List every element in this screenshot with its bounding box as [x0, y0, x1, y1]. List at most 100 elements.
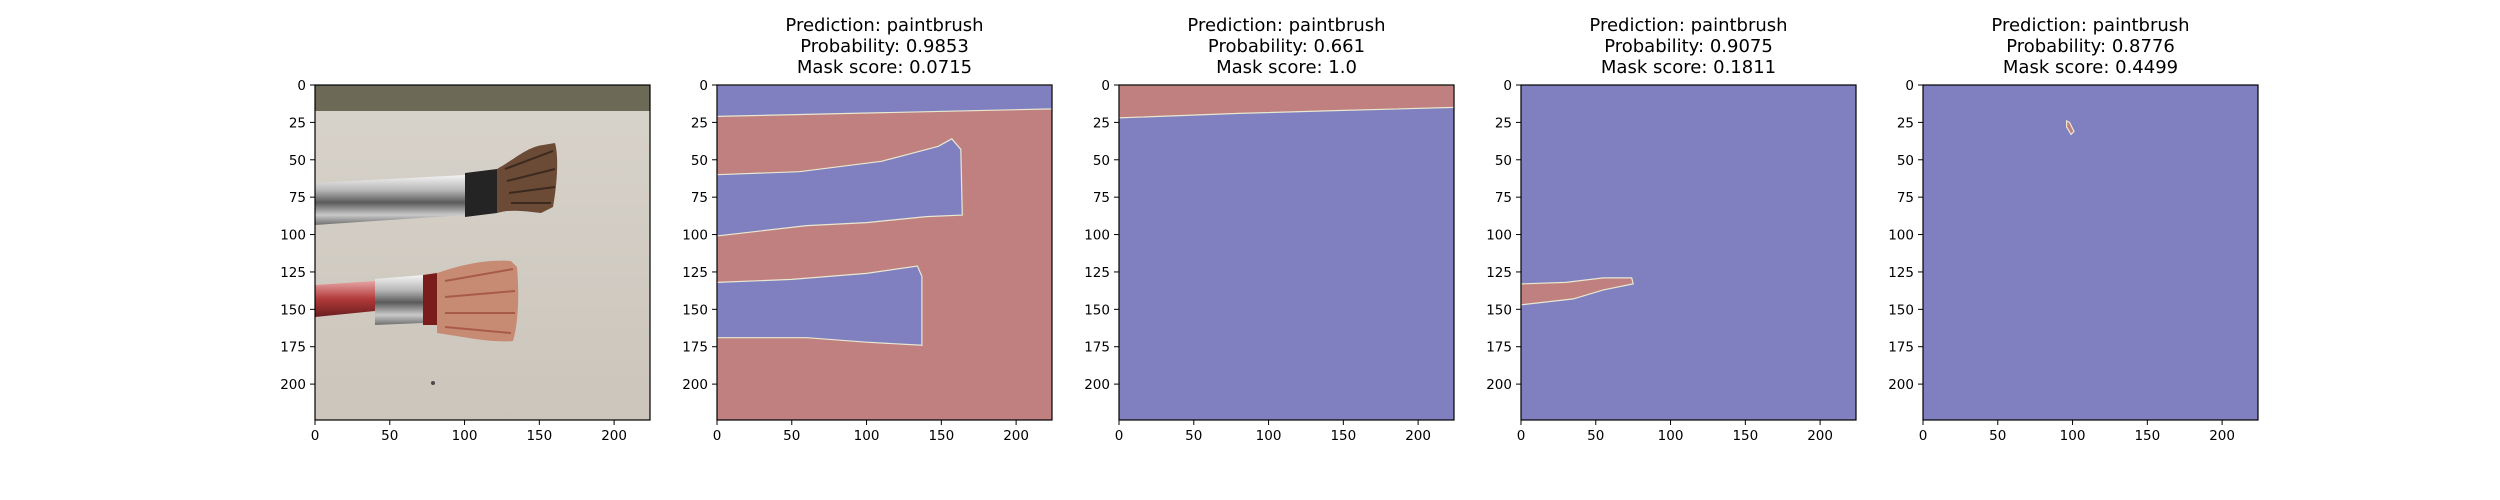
y-tick-label: 150 — [1084, 302, 1110, 318]
y-tick-label: 50 — [691, 153, 708, 169]
x-tick-label: 200 — [1807, 428, 1833, 444]
x-tick-label: 0 — [1115, 428, 1124, 444]
y-tick-label: 25 — [1093, 115, 1110, 131]
mask-background — [717, 85, 1052, 420]
y-tick-label: 0 — [1905, 78, 1914, 94]
y-tick-label: 75 — [1495, 190, 1512, 206]
panel-title-line: Prediction: paintbrush — [785, 15, 983, 36]
panel-title-line: Prediction: paintbrush — [1187, 15, 1385, 36]
y-tick-label: 75 — [1093, 190, 1110, 206]
mask-background — [1521, 85, 1856, 420]
y-tick-label: 0 — [1101, 78, 1110, 94]
x-tick-label: 100 — [1658, 428, 1684, 444]
y-tick-label: 100 — [280, 228, 306, 244]
x-tick-label: 100 — [2060, 428, 2086, 444]
y-tick-label: 125 — [280, 265, 306, 281]
mask-region-masked — [716, 265, 923, 346]
x-tick-label: 200 — [1405, 428, 1431, 444]
x-tick-label: 100 — [854, 428, 880, 444]
panel-mask-2: Prediction: paintbrush Probability: 0.66… — [1084, 15, 1455, 444]
ticks: 0 50 100 150 200 0 25 50 75 100 125 150 175 200 — [682, 78, 1029, 444]
y-tick-label: 50 — [1495, 153, 1512, 169]
y-tick-label: 75 — [691, 190, 708, 206]
y-tick-label: 50 — [289, 153, 306, 169]
y-tick-label: 125 — [682, 265, 708, 281]
y-tick-label: 175 — [682, 340, 708, 356]
x-tick-label: 150 — [928, 428, 954, 444]
x-tick-label: 200 — [1003, 428, 1029, 444]
mask-region-kept — [2066, 119, 2075, 136]
panel-title-line: Mask score: 0.4499 — [2003, 57, 2178, 78]
mask-background — [1923, 85, 2258, 420]
x-tick-label: 50 — [783, 428, 800, 444]
y-tick-label: 25 — [691, 115, 708, 131]
y-tick-label: 175 — [1888, 340, 1914, 356]
axes-frame — [716, 84, 1053, 421]
y-tick-label: 75 — [289, 190, 306, 206]
mask-image — [1118, 84, 1455, 420]
x-tick-label: 50 — [381, 428, 398, 444]
x-tick-label: 0 — [1517, 428, 1526, 444]
panel-title-line: Mask score: 0.0715 — [797, 57, 972, 78]
x-tick-label: 150 — [526, 428, 552, 444]
panel-title-line: Prediction: paintbrush — [1589, 15, 1787, 36]
y-tick-label: 50 — [1093, 153, 1110, 169]
x-tick-label: 200 — [601, 428, 627, 444]
ticks: 0 50 100 150 200 0 25 50 75 100 125 150 175 200 — [1888, 78, 2235, 444]
y-tick-label: 25 — [289, 115, 306, 131]
panel-title-line: Mask score: 1.0 — [1216, 57, 1357, 78]
mask-region-kept — [1520, 277, 1634, 306]
y-tick-label: 150 — [682, 302, 708, 318]
y-tick-label: 175 — [1084, 340, 1110, 356]
y-tick-label: 150 — [280, 302, 306, 318]
y-tick-label: 125 — [1486, 265, 1512, 281]
panel-title-line: Probability: 0.8776 — [2006, 36, 2175, 57]
y-tick-label: 100 — [682, 228, 708, 244]
y-tick-label: 175 — [280, 340, 306, 356]
y-tick-label: 0 — [297, 78, 306, 94]
x-tick-label: 150 — [1732, 428, 1758, 444]
y-tick-label: 50 — [1897, 153, 1914, 169]
x-tick-label: 0 — [311, 428, 320, 444]
paintbrush-photo — [315, 85, 650, 420]
y-tick-label: 25 — [1897, 115, 1914, 131]
axes-frame — [1118, 84, 1455, 421]
x-tick-label: 0 — [713, 428, 722, 444]
x-tick-label: 150 — [1330, 428, 1356, 444]
y-tick-label: 100 — [1486, 228, 1512, 244]
x-tick-label: 100 — [452, 428, 478, 444]
panel-mask-1: Prediction: paintbrush Probability: 0.98… — [682, 15, 1053, 444]
x-tick-label: 50 — [1989, 428, 2006, 444]
panel-title-line: Prediction: paintbrush — [1991, 15, 2189, 36]
x-tick-label: 50 — [1185, 428, 1202, 444]
x-tick-label: 200 — [2209, 428, 2235, 444]
mask-region-masked — [716, 138, 963, 237]
panel-title-line: Probability: 0.9853 — [800, 36, 969, 57]
mask-background — [1119, 85, 1454, 420]
y-tick-label: 200 — [1486, 377, 1512, 393]
axes-frame — [314, 84, 651, 421]
x-tick-label: 150 — [2134, 428, 2160, 444]
y-tick-label: 100 — [1888, 228, 1914, 244]
y-tick-label: 100 — [1084, 228, 1110, 244]
mask-image — [1520, 85, 1856, 420]
panel-title-line: Mask score: 0.1811 — [1601, 57, 1776, 78]
ticks: 0 50 100 150 200 0 25 50 75 100 125 150 175 200 — [280, 78, 627, 444]
panel-title-line: Probability: 0.9075 — [1604, 36, 1773, 57]
x-tick-label: 50 — [1587, 428, 1604, 444]
y-tick-label: 150 — [1888, 302, 1914, 318]
panel-photo: 0 50 100 150 200 0 25 50 75 100 125 150 175 200 — [280, 78, 651, 444]
ticks: 0 50 100 150 200 0 25 50 75 100 125 150 175 200 — [1486, 78, 1833, 444]
y-tick-label: 175 — [1486, 340, 1512, 356]
mask-image — [1923, 85, 2258, 420]
y-tick-label: 125 — [1888, 265, 1914, 281]
panel-mask-4: Prediction: paintbrush Probability: 0.87… — [1888, 15, 2259, 444]
mask-image — [716, 84, 1053, 420]
y-tick-label: 75 — [1897, 190, 1914, 206]
ticks: 0 50 100 150 200 0 25 50 75 100 125 150 175 200 — [1084, 78, 1431, 444]
panel-mask-3: Prediction: paintbrush Probability: 0.90… — [1486, 15, 1857, 444]
y-tick-label: 200 — [1084, 377, 1110, 393]
axes-frame — [1922, 84, 2259, 421]
y-tick-label: 0 — [699, 78, 708, 94]
